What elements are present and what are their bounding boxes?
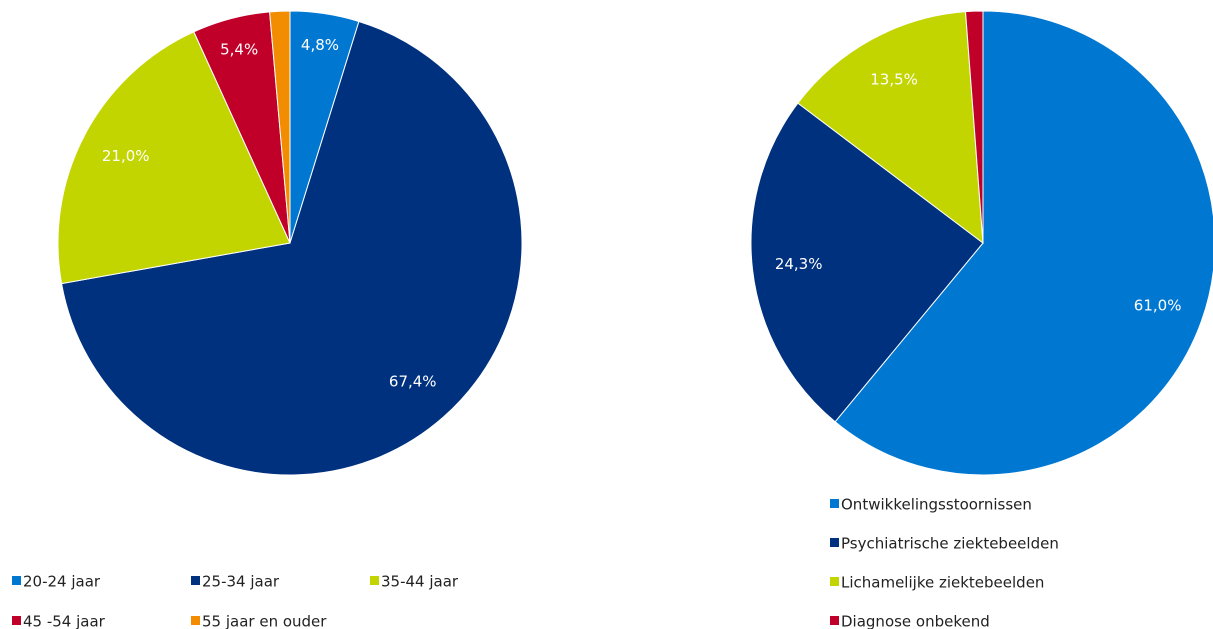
- legend-swatch: [830, 538, 839, 547]
- legend-label: 20-24 jaar: [23, 573, 101, 591]
- legend-label: Lichamelijke ziektebeelden: [841, 574, 1044, 592]
- legend-swatch: [830, 499, 839, 508]
- legend-swatch: [830, 577, 839, 586]
- legend-swatch: [12, 616, 21, 625]
- pie-slice: [797, 11, 984, 245]
- data-label: 13,5%: [870, 71, 918, 89]
- pie-slice: [964, 10, 984, 244]
- legend-label: 25-34 jaar: [202, 573, 280, 591]
- legend-swatch: [12, 576, 21, 585]
- data-label: 24,3%: [775, 255, 823, 273]
- legend-swatch: [830, 616, 839, 625]
- legend-label: Diagnose onbekend: [841, 613, 990, 629]
- data-label: 5,4%: [220, 41, 258, 59]
- data-label: 4,8%: [301, 36, 339, 54]
- legend-label: 35-44 jaar: [381, 573, 459, 591]
- data-label: 67,4%: [389, 373, 437, 391]
- data-label: 21,0%: [102, 147, 150, 165]
- legend-label: Psychiatrische ziektebeelden: [841, 535, 1059, 553]
- legend-swatch: [370, 576, 379, 585]
- pie-slice: [61, 20, 523, 476]
- data-label: 61,0%: [1134, 296, 1182, 314]
- legend-label: Ontwikkelingsstoornissen: [841, 496, 1032, 514]
- legend-label: 45 -54 jaar: [23, 613, 106, 629]
- pie-slice: [834, 10, 1213, 476]
- legend-swatch: [191, 616, 200, 625]
- legend-label: 55 jaar en ouder: [202, 613, 327, 629]
- pie-slice: [57, 31, 291, 285]
- legend-swatch: [191, 576, 200, 585]
- pie-slice: [750, 102, 984, 423]
- pie-slice: [269, 10, 291, 244]
